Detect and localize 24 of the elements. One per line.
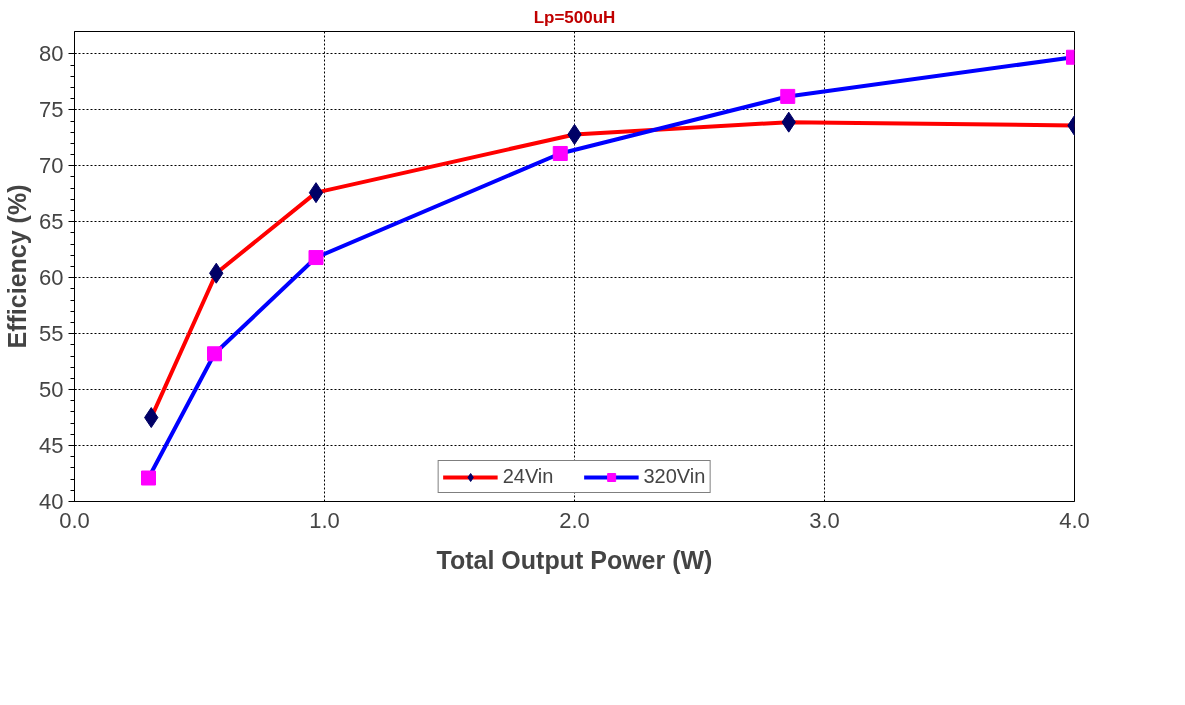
y-tick-label: 65 [39,209,64,235]
point [308,250,324,266]
point [552,145,568,161]
point [207,346,222,362]
point [308,182,324,204]
y-tick-label: 50 [39,377,64,403]
y-tick-label: 70 [39,153,64,179]
x-tick-label: 1.0 [309,507,340,533]
y-tick-label: 45 [39,433,64,459]
y-axis-title: Efficiency (%) [3,184,32,349]
x-tick-label: 3.0 [809,507,840,533]
y-tick-label: 40 [39,489,64,514]
x-axis-title: Total Output Power (W) [436,545,713,574]
x-tick-label: 2.0 [559,507,590,533]
point [141,470,156,486]
legend-label: 24Vin [502,465,554,488]
y-tick-label: 60 [39,265,64,291]
x-tick-label: 4.0 [1059,507,1090,533]
y-tick-label: 80 [39,41,64,67]
y-tick-label: 55 [39,321,64,347]
point [780,88,796,104]
legend-label: 320Vin [643,465,706,488]
chart-title: Lp=500uH [533,7,616,27]
y-tick-label: 75 [39,97,64,123]
